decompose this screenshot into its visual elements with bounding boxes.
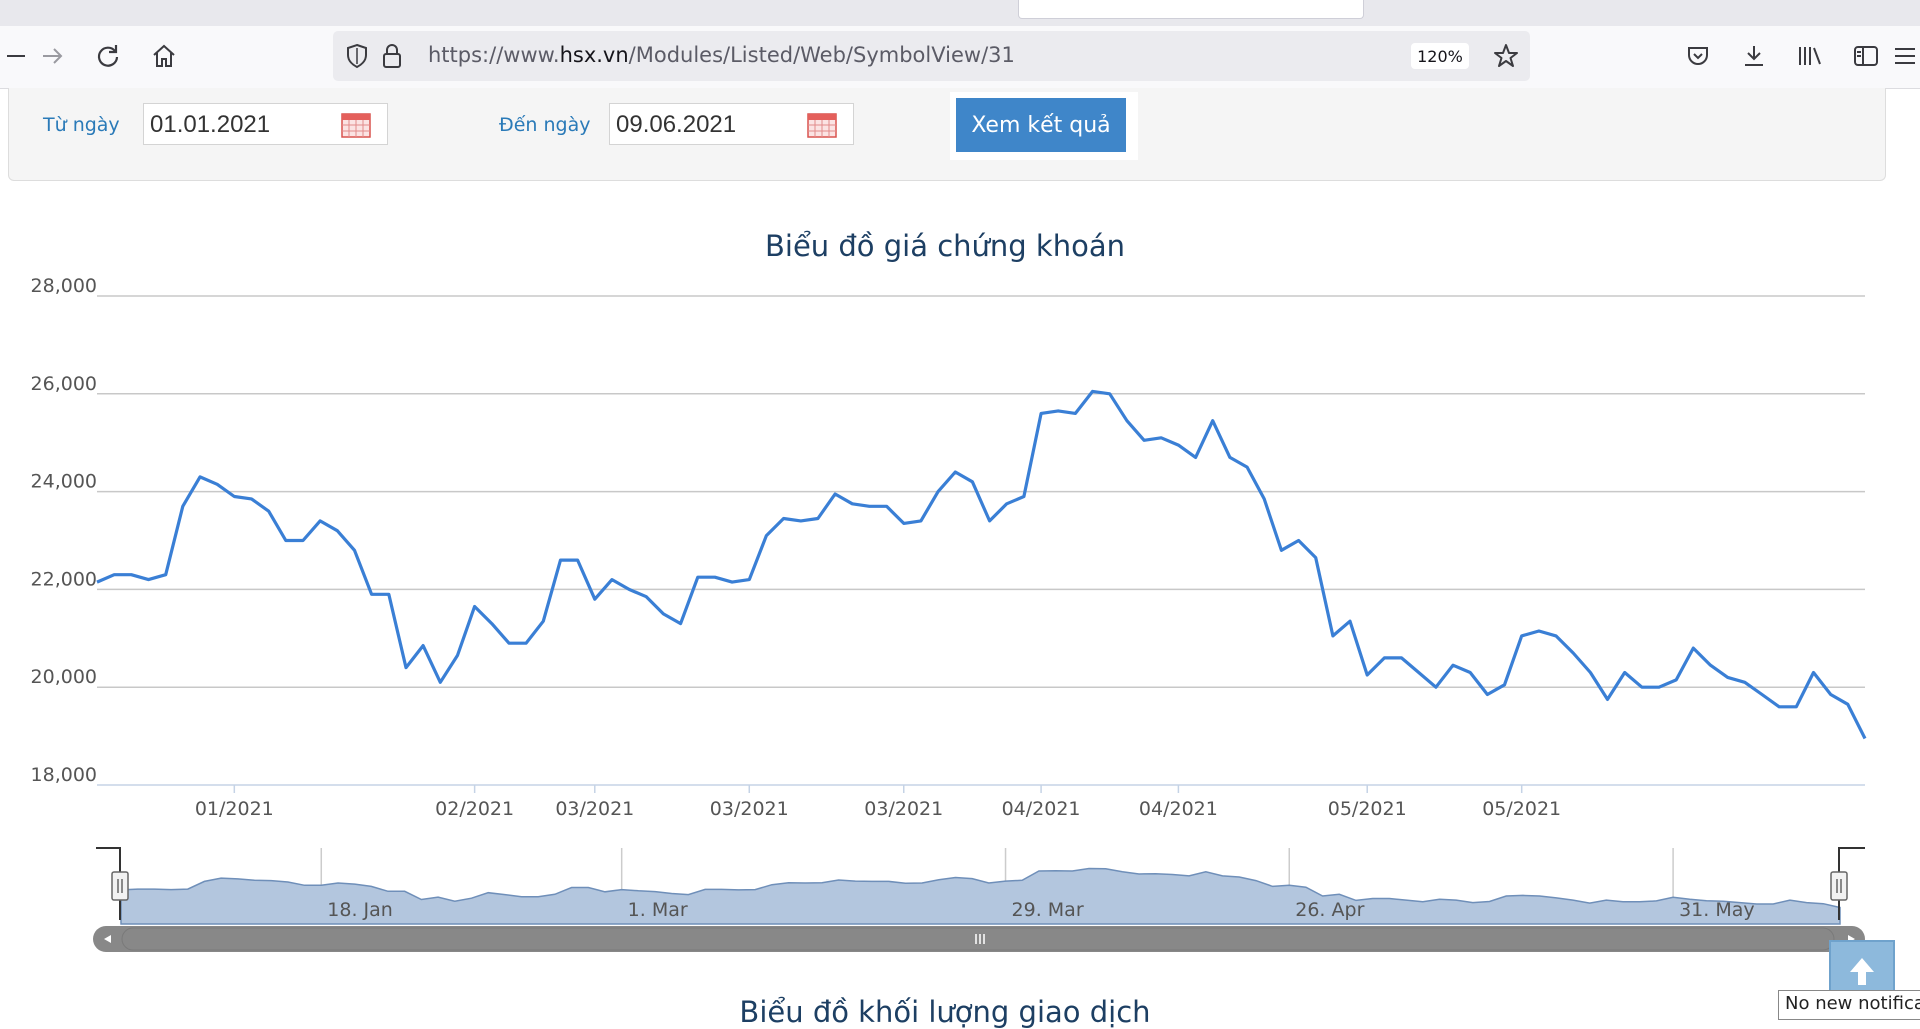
view-results-button[interactable]: Xem kết quả [956,98,1126,152]
navigator-label: 31. May [1679,899,1755,921]
navigator-label: 26. Apr [1295,899,1364,921]
y-tick-label: 20,000 [31,666,97,688]
notification-tooltip: No new notifications [1778,990,1920,1020]
calendar-icon[interactable] [341,112,371,138]
navigator-scrollbar-thumb[interactable] [121,927,1835,951]
from-date-label: Từ ngày [43,114,120,136]
sidebar-icon[interactable] [1846,36,1886,76]
shield-icon[interactable] [342,41,372,71]
x-tick-label: 02/2021 [435,798,514,820]
pocket-icon[interactable] [1678,36,1718,76]
lock-icon[interactable] [377,41,407,71]
x-tick-label: 03/2021 [555,798,634,820]
navigator-label: 29. Mar [1012,899,1084,921]
grip-icon [117,879,123,893]
navigator-label: 1. Mar [628,899,688,921]
to-date-value: 09.06.2021 [616,111,737,138]
x-tick-label: 05/2021 [1328,798,1407,820]
download-icon[interactable] [1734,36,1774,76]
y-tick-label: 24,000 [31,471,97,493]
y-tick-label: 18,000 [31,764,97,786]
url-text[interactable]: https://www.hsx.vn/Modules/Listed/Web/Sy… [428,43,1015,67]
y-tick-label: 26,000 [31,373,97,395]
navigator-area [120,867,1841,925]
navigator-label: 18. Jan [327,899,393,921]
arrow-left-icon[interactable] [0,36,40,76]
y-tick-label: 28,000 [31,275,97,297]
from-date-value: 01.01.2021 [150,111,271,138]
arrow-up-icon [1850,958,1874,985]
reload-icon[interactable] [88,36,128,76]
price-series-line [96,389,1867,740]
y-tick-label: 22,000 [31,568,97,590]
scroll-left-icon[interactable] [104,935,111,943]
home-icon[interactable] [144,36,184,76]
chart-title: Biểu đồ giá chứng khoán [765,229,1125,263]
tab-strip [0,0,1920,26]
price-chart: Biểu đồ giá chứng khoán 18,000 20,000 22,0… [31,229,1867,820]
date-filter-panel: Từ ngày 01.01.2021 Đến ngày 09.06.2021 [8,88,1886,181]
to-date-input[interactable]: 09.06.2021 [609,103,854,145]
submit-button-wrapper: Xem kết quả [950,92,1138,160]
arrow-right-icon[interactable] [32,36,72,76]
from-date-input[interactable]: 01.01.2021 [143,103,388,145]
calendar-icon[interactable] [807,112,837,138]
menu-icon[interactable] [1893,36,1920,76]
zoom-indicator[interactable]: 120% [1411,43,1469,69]
navigator-right-handle[interactable] [1830,871,1848,901]
volume-chart-title: Biểu đồ khối lượng giao dịch [739,995,1151,1029]
star-icon[interactable] [1491,41,1521,71]
library-icon[interactable] [1790,36,1830,76]
x-tick-label: 03/2021 [864,798,943,820]
active-tab[interactable] [1018,0,1364,19]
grip-icon [975,934,985,944]
navigator-left-handle[interactable] [111,871,129,901]
x-tick-label: 05/2021 [1482,798,1561,820]
to-date-label: Đến ngày [499,114,591,136]
x-tick-label: 03/2021 [710,798,789,820]
x-tick-label: 04/2021 [1002,798,1081,820]
range-navigator[interactable]: 18. Jan 1. Mar 29. Mar 26. Apr 31. May [0,840,1890,960]
url-bar[interactable]: https://www.hsx.vn/Modules/Listed/Web/Sy… [333,31,1530,81]
grip-icon [1836,879,1842,893]
browser-toolbar: https://www.hsx.vn/Modules/Listed/Web/Sy… [0,26,1920,89]
x-tick-label: 04/2021 [1139,798,1218,820]
x-tick-label: 01/2021 [195,798,274,820]
